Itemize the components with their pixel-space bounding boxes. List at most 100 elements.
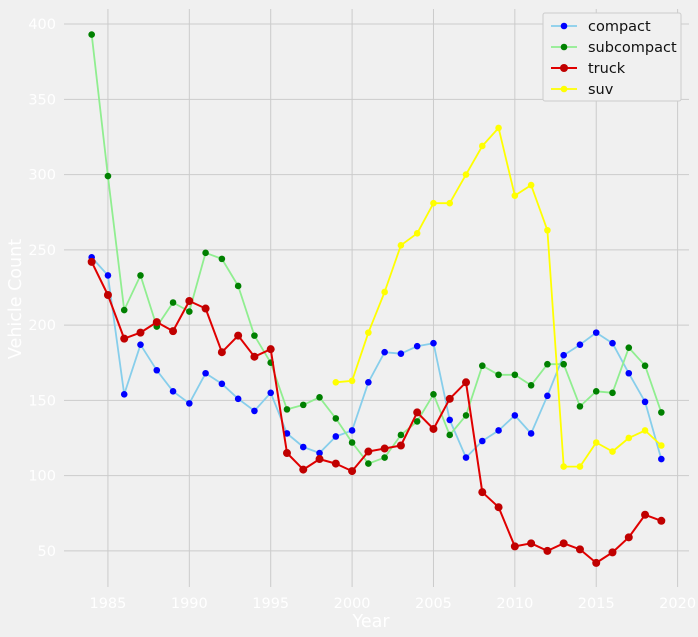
y-tick-label: 350 xyxy=(28,92,56,108)
subcompact-point xyxy=(430,391,437,398)
compact-point xyxy=(267,389,275,397)
truck-point xyxy=(299,465,308,474)
truck-point xyxy=(478,488,487,497)
subcompact-point xyxy=(186,308,193,315)
x-tick-label: 2020 xyxy=(659,596,696,612)
subcompact-point xyxy=(625,344,633,351)
subcompact-point xyxy=(104,172,112,180)
compact-point xyxy=(446,416,454,424)
compact-point xyxy=(576,341,584,348)
legend-label-subcompact: subcompact xyxy=(588,40,677,56)
subcompact-point xyxy=(299,401,307,409)
compact-point xyxy=(202,369,209,377)
suv-point xyxy=(478,142,486,150)
truck-point xyxy=(169,327,178,336)
series-suv xyxy=(332,124,665,470)
y-tick-label: 50 xyxy=(38,544,56,560)
subcompact-point xyxy=(592,388,600,395)
compact-point xyxy=(592,329,600,336)
compact-point xyxy=(104,272,112,279)
y-tick-label: 200 xyxy=(28,318,56,334)
subcompact-point xyxy=(381,454,388,461)
y-tick-label: 250 xyxy=(28,243,56,259)
legend-label-truck: truck xyxy=(588,61,626,77)
subcompact-point xyxy=(495,371,502,379)
truck-point xyxy=(152,318,161,327)
compact-point xyxy=(316,449,323,457)
compact-point xyxy=(137,341,144,348)
truck-point xyxy=(494,503,503,512)
compact-point xyxy=(462,454,470,461)
compact-point xyxy=(560,351,567,359)
suv-point xyxy=(592,439,600,446)
truck-point xyxy=(608,548,617,557)
subcompact-point xyxy=(169,299,177,306)
truck-point xyxy=(429,424,438,433)
subcompact-point xyxy=(120,306,128,314)
truck-point xyxy=(575,545,584,554)
subcompact-point xyxy=(365,460,372,467)
truck-point xyxy=(185,297,194,306)
compact-point xyxy=(234,395,242,403)
truck-point xyxy=(445,394,454,403)
legend-marker-suv xyxy=(560,85,568,93)
y-axis-label: Vehicle Count xyxy=(6,239,26,359)
compact-point xyxy=(153,366,161,374)
truck-point xyxy=(657,516,666,525)
suv-point xyxy=(332,378,340,386)
truck-point xyxy=(462,378,471,387)
suv-point xyxy=(495,124,502,132)
compact-point xyxy=(120,391,128,398)
truck-point xyxy=(624,533,633,542)
compact-point xyxy=(186,400,193,407)
compact-point xyxy=(511,412,519,419)
subcompact-point xyxy=(137,272,144,279)
truck-point xyxy=(592,558,601,567)
suv-point xyxy=(413,229,421,237)
truck-point xyxy=(510,542,519,551)
suv-point xyxy=(658,442,665,449)
x-tick-label: 1990 xyxy=(171,596,208,612)
subcompact-point xyxy=(202,249,209,257)
truck-point xyxy=(348,467,357,476)
subcompact-point xyxy=(251,332,258,339)
truck-point xyxy=(136,328,145,337)
compact-point xyxy=(299,443,307,451)
x-tick-label: 2015 xyxy=(578,596,615,612)
compact-point xyxy=(348,427,356,434)
suv-point xyxy=(446,199,454,207)
compact-point xyxy=(609,339,616,347)
subcompact-point xyxy=(527,382,535,389)
subcompact-point xyxy=(446,431,454,439)
suv-point xyxy=(397,242,405,249)
compact-point xyxy=(478,437,486,445)
compact-point xyxy=(397,350,405,357)
subcompact-point xyxy=(576,403,584,410)
truck-point xyxy=(282,449,291,458)
x-tick-label: 2005 xyxy=(415,596,452,612)
truck-point xyxy=(527,539,536,548)
subcompact-point xyxy=(234,282,242,290)
truck-point xyxy=(559,539,568,548)
truck-point xyxy=(364,447,373,456)
subcompact-point xyxy=(658,409,665,416)
subcompact-point xyxy=(413,418,421,425)
subcompact-point xyxy=(462,412,470,419)
series-compact xyxy=(88,254,665,463)
truck-point xyxy=(543,546,552,555)
suv-point xyxy=(430,199,437,207)
truck-point xyxy=(250,352,259,361)
compact-point xyxy=(641,398,649,406)
x-tick-label: 2010 xyxy=(496,596,533,612)
subcompact-point xyxy=(283,406,291,413)
truck-point xyxy=(396,441,405,450)
legend-label-compact: compact xyxy=(588,19,651,35)
subcompact-point xyxy=(478,362,486,370)
compact-point xyxy=(169,388,177,395)
x-tick-label: 1985 xyxy=(89,596,126,612)
legend-marker-compact xyxy=(560,22,568,30)
suv-point xyxy=(462,171,470,178)
compact-point xyxy=(283,430,291,437)
suv-point xyxy=(511,192,519,199)
